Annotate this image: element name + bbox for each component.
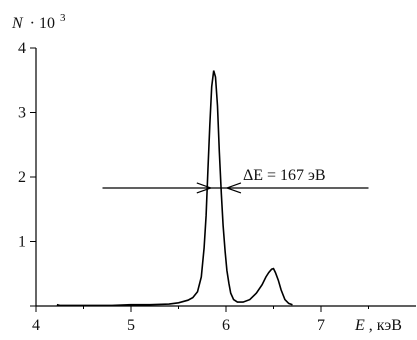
fwhm-arrow-right (225, 182, 242, 194)
x-axis-label: E , кэВ (354, 317, 402, 334)
x-axis-unit: , кэВ (369, 317, 402, 334)
x-tick-label: 5 (127, 317, 135, 334)
fwhm-arrow-left (196, 182, 213, 194)
x-tick-label: 6 (222, 317, 230, 334)
x-tick-label: 4 (32, 317, 40, 334)
x-axis-symbol: E (354, 317, 365, 334)
y-axis-exponent: 3 (60, 12, 66, 24)
y-tick-label: 3 (18, 105, 26, 122)
y-axis-label: N · 10 3 (11, 12, 66, 32)
x-tick-label: 7 (317, 317, 325, 334)
y-tick-label: 4 (18, 40, 26, 57)
y-axis-symbol: N (11, 15, 24, 32)
y-tick-label: 2 (18, 169, 26, 186)
tick-labels: 4 5 6 7 1 2 3 4 (18, 40, 325, 334)
fwhm-annotation: ΔE = 167 эВ (102, 167, 369, 194)
y-axis-multiplier: · 10 (30, 15, 55, 32)
spectrum-series-line (56, 70, 293, 307)
y-tick-label: 1 (18, 234, 26, 251)
fwhm-label: ΔE = 167 эВ (243, 167, 326, 184)
ticks (30, 47, 369, 312)
